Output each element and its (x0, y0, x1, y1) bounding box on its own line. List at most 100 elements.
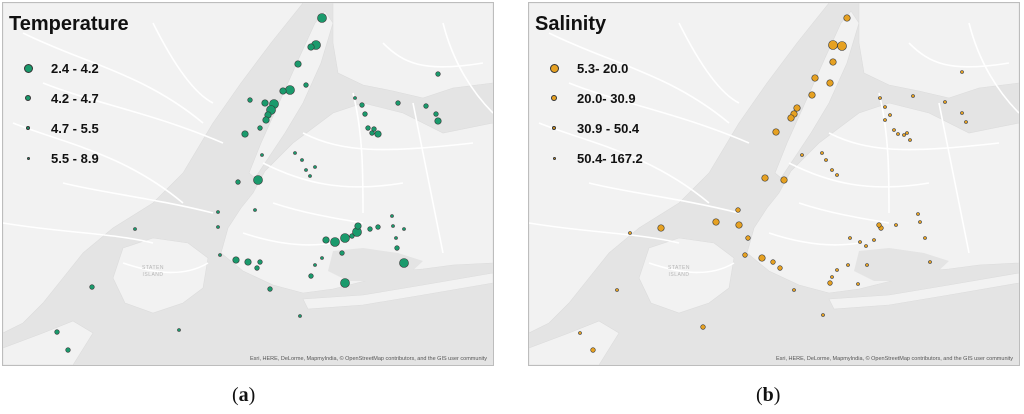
sample-point (254, 265, 260, 271)
sample-point (772, 128, 780, 136)
road (352, 92, 364, 214)
sample-point (628, 231, 632, 235)
sample-point (279, 87, 287, 95)
sample-point (262, 116, 270, 124)
water-body (328, 248, 423, 281)
sample-point (371, 126, 377, 132)
road (529, 222, 680, 244)
sample-point (367, 226, 373, 232)
sample-point (340, 233, 350, 243)
road (538, 122, 710, 204)
road (828, 132, 1000, 151)
road (878, 92, 890, 214)
sample-point (395, 100, 401, 106)
road (768, 232, 860, 246)
sample-point (177, 328, 181, 332)
sample-point (780, 176, 788, 184)
sample-point (712, 218, 720, 226)
sample-point (835, 268, 839, 272)
sample-point (340, 278, 350, 288)
sample-point (303, 82, 309, 88)
sample-point (829, 58, 837, 66)
road (442, 22, 493, 114)
road (798, 202, 890, 224)
sample-point (320, 256, 324, 260)
sample-point (308, 273, 314, 279)
sample-point (216, 225, 220, 229)
sample-point (65, 347, 71, 353)
sample-point (742, 252, 748, 258)
sample-point (578, 331, 582, 335)
road (242, 232, 334, 246)
sample-point (960, 70, 964, 74)
sample-point (433, 111, 439, 117)
island-label: ISLAND (142, 272, 163, 278)
sample-point (253, 208, 257, 212)
sample-point (354, 222, 362, 230)
sample-point (353, 96, 357, 100)
sample-point (792, 288, 796, 292)
sample-point (848, 236, 852, 240)
sample-point (787, 114, 795, 122)
sample-point (317, 13, 327, 23)
sample-point (770, 259, 776, 265)
road (568, 82, 750, 144)
sample-point (394, 245, 400, 251)
road (648, 262, 735, 274)
sample-point (916, 212, 920, 216)
land-area (638, 237, 735, 314)
sample-point (365, 125, 371, 131)
legend-symbol-large (545, 63, 563, 73)
sample-point (657, 224, 665, 232)
land-area (774, 10, 860, 179)
road (588, 182, 740, 214)
sample-point (133, 227, 137, 231)
legend-symbol-small (19, 125, 37, 131)
sample-point (858, 240, 862, 244)
legend-symbol-medium (545, 94, 563, 102)
sample-point (241, 130, 249, 138)
sample-point (399, 258, 409, 268)
legend-label: 4.7 - 5.5 (51, 120, 99, 136)
sample-point (89, 284, 95, 290)
sample-point (902, 133, 906, 137)
sample-point (293, 151, 297, 155)
land-area (3, 3, 304, 334)
sample-point (391, 224, 395, 228)
legend-item: 20.0- 30.9 (545, 83, 643, 113)
sample-point (54, 329, 60, 335)
land-area (529, 3, 830, 334)
road (548, 32, 730, 124)
land-area (858, 3, 1019, 99)
legend-label: 20.0- 30.9 (577, 90, 636, 106)
legend-label: 30.9 - 50.4 (577, 120, 640, 136)
legend-item: 50.4- 167.2 (545, 143, 643, 173)
legend-item: 5.5 - 8.9 (19, 143, 99, 173)
legend-label: 4.2 - 4.7 (51, 90, 99, 106)
sample-point (777, 265, 783, 271)
legend-label: 2.4 - 4.2 (51, 60, 99, 76)
sample-point (964, 120, 968, 124)
sample-point (260, 153, 264, 157)
sample-point (257, 259, 263, 265)
road (382, 42, 484, 68)
road (22, 32, 204, 124)
sample-point (423, 103, 429, 109)
road (272, 202, 364, 224)
sample-point (846, 263, 850, 267)
sample-point (830, 275, 834, 279)
road (788, 162, 930, 188)
sample-point (359, 102, 365, 108)
sample-point (761, 174, 769, 182)
sample-point (883, 105, 887, 109)
sample-point (308, 174, 312, 178)
legend-item: 2.4 - 4.2 (19, 53, 99, 83)
sample-point (911, 94, 915, 98)
legend-symbol-tiny (545, 156, 563, 160)
sample-point (261, 99, 269, 107)
sample-point (735, 221, 743, 229)
sample-point (298, 314, 302, 318)
sample-point (905, 131, 909, 135)
